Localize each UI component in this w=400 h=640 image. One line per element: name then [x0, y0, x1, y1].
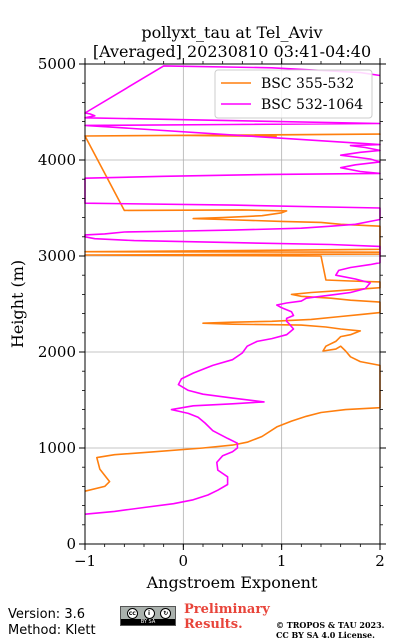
cc-badge-strip: BY SA	[121, 619, 175, 625]
y-tick-label-5: 5000	[38, 55, 76, 73]
chart-title: pollyxt_tau at Tel_Aviv	[141, 23, 322, 42]
x-tick-label-3: 2	[375, 552, 385, 570]
x-tick-label-2: 1	[277, 552, 287, 570]
legend-label-bsc-355-532: BSC 355-532	[261, 76, 354, 92]
preliminary-line-1: Preliminary	[184, 602, 270, 617]
y-axis-label: Height (m)	[8, 260, 27, 348]
plot-frame	[84, 63, 381, 545]
person-icon: i	[143, 608, 155, 619]
y-tick-label-4: 4000	[38, 151, 76, 169]
copyright-line-1: © TROPOS & TAU 2023.	[276, 620, 385, 630]
series-line-0	[84, 133, 381, 492]
copyright-notice: © TROPOS & TAU 2023. CC BY SA 4.0 Licens…	[276, 620, 384, 640]
legend-label-bsc-532-1064: BSC 532-1064	[261, 97, 363, 113]
x-tick-label-0: −1	[74, 552, 96, 570]
preliminary-notice: Preliminary Results.	[184, 602, 270, 632]
cc-license-badge: cc i ↻ BY SA	[120, 606, 176, 626]
legend-box	[214, 69, 373, 119]
version-text: Version: 3.6	[8, 607, 85, 622]
y-tick-label-3: 3000	[38, 247, 76, 265]
x-axis-label: Angstroem Exponent	[146, 573, 318, 592]
x-tick-label-1: 0	[179, 552, 189, 570]
y-tick-label-0: 0	[66, 535, 76, 553]
series-line-1	[84, 65, 381, 515]
chart-subtitle: [Averaged] 20230810 03:41-04:40	[93, 42, 371, 61]
y-tick-label-2: 2000	[38, 343, 76, 361]
copyright-line-2: CC BY SA 4.0 License.	[276, 630, 375, 640]
version-info: Version: 3.6 Method: Klett	[8, 607, 96, 639]
cc-icon: cc	[126, 608, 138, 619]
series-group	[84, 65, 381, 515]
preliminary-line-2: Results.	[184, 617, 243, 632]
share-alike-icon: ↻	[160, 608, 172, 619]
legend: BSC 355-532 BSC 532-1064	[214, 69, 373, 119]
height-profile-chart: pollyxt_tau at Tel_Aviv [Averaged] 20230…	[8, 23, 386, 592]
method-text: Method: Klett	[8, 623, 96, 638]
y-tick-label-1: 1000	[38, 439, 76, 457]
